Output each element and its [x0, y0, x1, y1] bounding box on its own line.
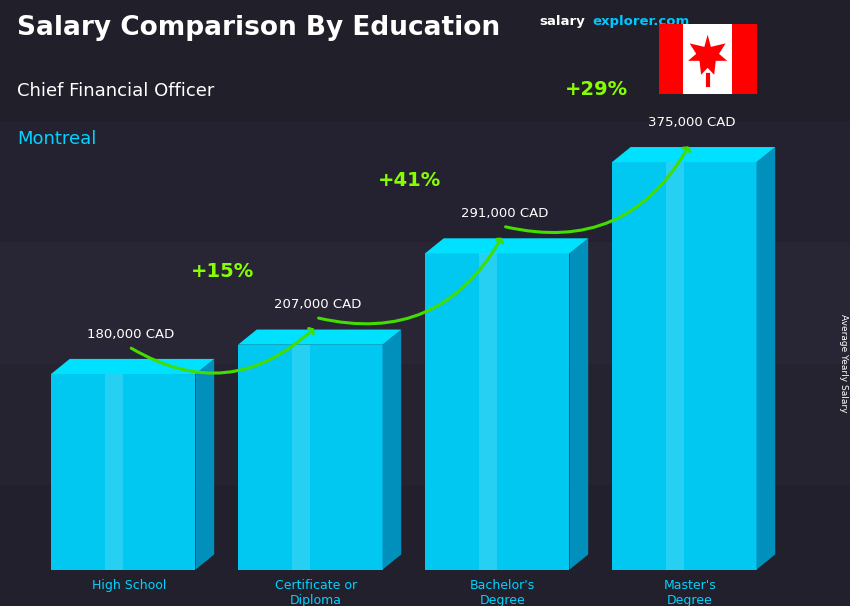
Text: High School: High School [92, 579, 166, 591]
Polygon shape [425, 253, 570, 570]
Polygon shape [51, 359, 214, 374]
Text: explorer.com: explorer.com [592, 15, 689, 28]
Text: Salary Comparison By Education: Salary Comparison By Education [17, 15, 500, 41]
Bar [0, 0, 850, 121]
Bar [659, 24, 683, 94]
Polygon shape [238, 330, 401, 345]
Bar [683, 24, 732, 94]
Text: +29%: +29% [564, 80, 628, 99]
Bar [0, 242, 850, 364]
Polygon shape [756, 147, 775, 570]
Bar [0, 485, 850, 606]
Text: +15%: +15% [190, 262, 254, 282]
Text: Montreal: Montreal [17, 130, 96, 148]
Bar [0, 364, 850, 485]
Polygon shape [51, 374, 196, 570]
Polygon shape [105, 374, 123, 570]
Polygon shape [688, 35, 727, 75]
Text: Chief Financial Officer: Chief Financial Officer [17, 82, 214, 100]
Polygon shape [612, 147, 775, 162]
Text: 291,000 CAD: 291,000 CAD [461, 207, 548, 220]
Polygon shape [238, 345, 382, 570]
Bar [732, 24, 756, 94]
Text: Average Yearly Salary: Average Yearly Salary [839, 315, 848, 413]
Polygon shape [382, 330, 401, 570]
Text: 375,000 CAD: 375,000 CAD [648, 116, 735, 129]
Polygon shape [425, 238, 588, 253]
Text: Certificate or
Diploma: Certificate or Diploma [275, 579, 357, 606]
Text: 180,000 CAD: 180,000 CAD [87, 328, 174, 341]
Text: Master's
Degree: Master's Degree [664, 579, 717, 606]
Polygon shape [666, 162, 684, 570]
Text: +41%: +41% [377, 171, 441, 190]
Bar [0, 121, 850, 242]
Polygon shape [479, 253, 497, 570]
Polygon shape [196, 359, 214, 570]
Text: 207,000 CAD: 207,000 CAD [274, 298, 361, 311]
Text: Bachelor's
Degree: Bachelor's Degree [470, 579, 536, 606]
Polygon shape [292, 345, 310, 570]
Polygon shape [570, 238, 588, 570]
Text: salary: salary [540, 15, 586, 28]
Polygon shape [612, 162, 756, 570]
